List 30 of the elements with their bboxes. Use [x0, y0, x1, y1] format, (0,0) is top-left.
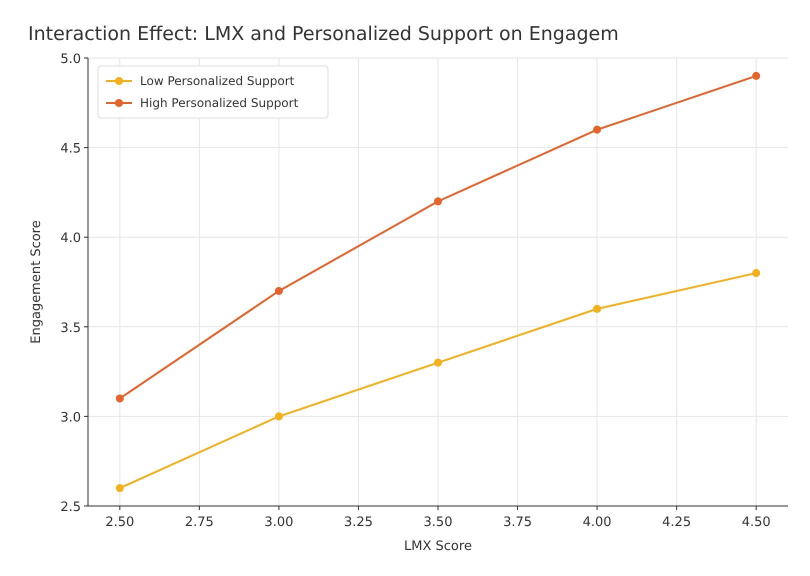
x-tick-label: 4.50	[742, 515, 771, 530]
point	[752, 269, 760, 278]
x-tick-label: 3.75	[503, 515, 532, 530]
point	[752, 72, 760, 80]
point	[116, 484, 124, 492]
y-tick-label: 5.0	[60, 52, 81, 67]
x-tick-label: 4.25	[662, 515, 692, 530]
x-tick-label: 3.25	[344, 515, 373, 530]
y-tick-label: 2.5	[60, 500, 81, 515]
point	[593, 126, 602, 134]
legend-label: High Personalized Support	[140, 96, 299, 110]
point	[274, 412, 283, 420]
y-tick-label: 4.0	[60, 231, 81, 246]
point	[116, 394, 124, 402]
point	[434, 197, 442, 206]
y-tick-label: 3.0	[60, 410, 81, 426]
legend-label: Low Personalized Support	[140, 74, 295, 88]
point	[593, 304, 602, 313]
x-tick-label: 3.00	[264, 515, 294, 530]
x-tick-label: 2.75	[184, 515, 214, 530]
x-tick-label: 3.50	[424, 515, 452, 530]
point	[434, 358, 442, 367]
point	[274, 286, 283, 295]
y-axis-title: Engagement Score	[29, 220, 44, 344]
x-tick-label: 4.00	[582, 515, 612, 530]
x-axis-title: LMX Score	[404, 539, 472, 554]
x-tick-label: 2.50	[105, 515, 134, 530]
chart-title: Interaction Effect: LMX and Personalized Support on Engagem	[28, 23, 619, 45]
y-tick-label: 3.5	[60, 320, 81, 336]
y-tick-label: 4.5	[60, 142, 81, 157]
